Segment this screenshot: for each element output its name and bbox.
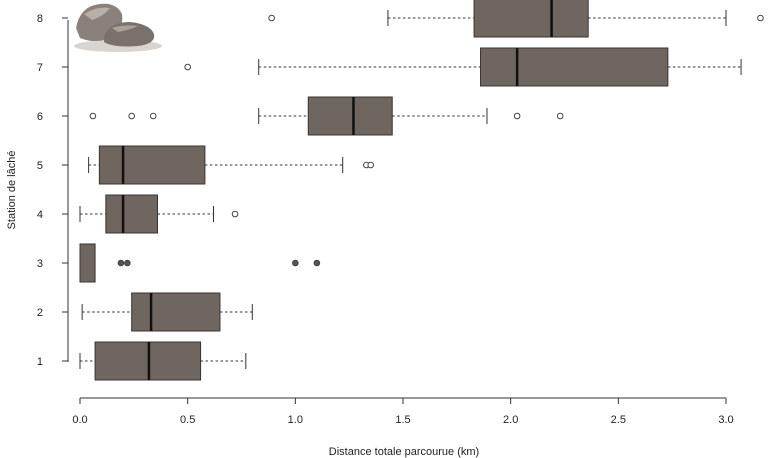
x-tick-label-0: 0.0	[72, 414, 87, 426]
outlier-point	[184, 63, 191, 71]
box-station-4	[79, 194, 239, 234]
box-iqr	[307, 96, 393, 136]
y-tick-label-6: 6	[37, 111, 43, 123]
box-iqr	[98, 145, 206, 185]
y-axis-title: Station de lâché	[6, 151, 18, 230]
y-tick-label-8: 8	[37, 13, 43, 25]
outlier-point	[128, 112, 135, 120]
y-tick-label-7: 7	[37, 62, 43, 74]
y-axis-ticks: 1 2 3 4 5 6 7 8	[37, 13, 68, 368]
x-tick-label-4: 2.0	[503, 414, 518, 426]
x-axis-title: Distance totale parcourue (km)	[329, 446, 479, 458]
y-tick-label-1: 1	[37, 356, 43, 368]
outlier-point	[367, 161, 375, 169]
box-station-2	[81, 292, 253, 332]
boxplot-marks	[79, 0, 764, 381]
x-tick-label-5: 2.5	[611, 414, 626, 426]
x-tick-label-6: 3.0	[718, 414, 733, 426]
x-tick-label-1: 0.5	[180, 414, 195, 426]
x-tick-label-2: 1.0	[288, 414, 303, 426]
y-tick-label-4: 4	[37, 209, 43, 221]
x-tick-label-3: 1.5	[395, 414, 410, 426]
y-tick-label-2: 2	[37, 307, 43, 319]
outlier-point	[513, 112, 521, 120]
box-station-3	[79, 243, 321, 283]
outlier-point	[231, 210, 239, 218]
box-station-7	[184, 47, 742, 87]
outlier-point	[89, 112, 97, 120]
outlier-point	[149, 112, 157, 120]
box-iqr	[480, 47, 669, 87]
box-station-6	[89, 96, 564, 136]
box-iqr	[105, 194, 159, 234]
outlier-point	[556, 112, 564, 120]
box-station-8	[268, 0, 764, 38]
y-tick-label-3: 3	[37, 258, 43, 270]
box-iqr	[473, 0, 589, 38]
outlier-point	[124, 259, 131, 267]
x-axis-ticks: 0.0 0.5 1.0 1.5 2.0 2.5 3.0	[72, 398, 734, 426]
outlier-point	[757, 14, 764, 22]
outlier-point	[117, 259, 125, 267]
box-station-5	[88, 145, 375, 185]
outlier-point	[268, 14, 275, 22]
outlier-point	[292, 259, 299, 267]
box-station-1	[79, 341, 247, 381]
box-iqr	[79, 243, 96, 283]
y-tick-label-5: 5	[37, 160, 43, 172]
outlier-point	[313, 259, 321, 267]
box-iqr	[131, 292, 221, 332]
rocks-icon	[74, 3, 162, 52]
